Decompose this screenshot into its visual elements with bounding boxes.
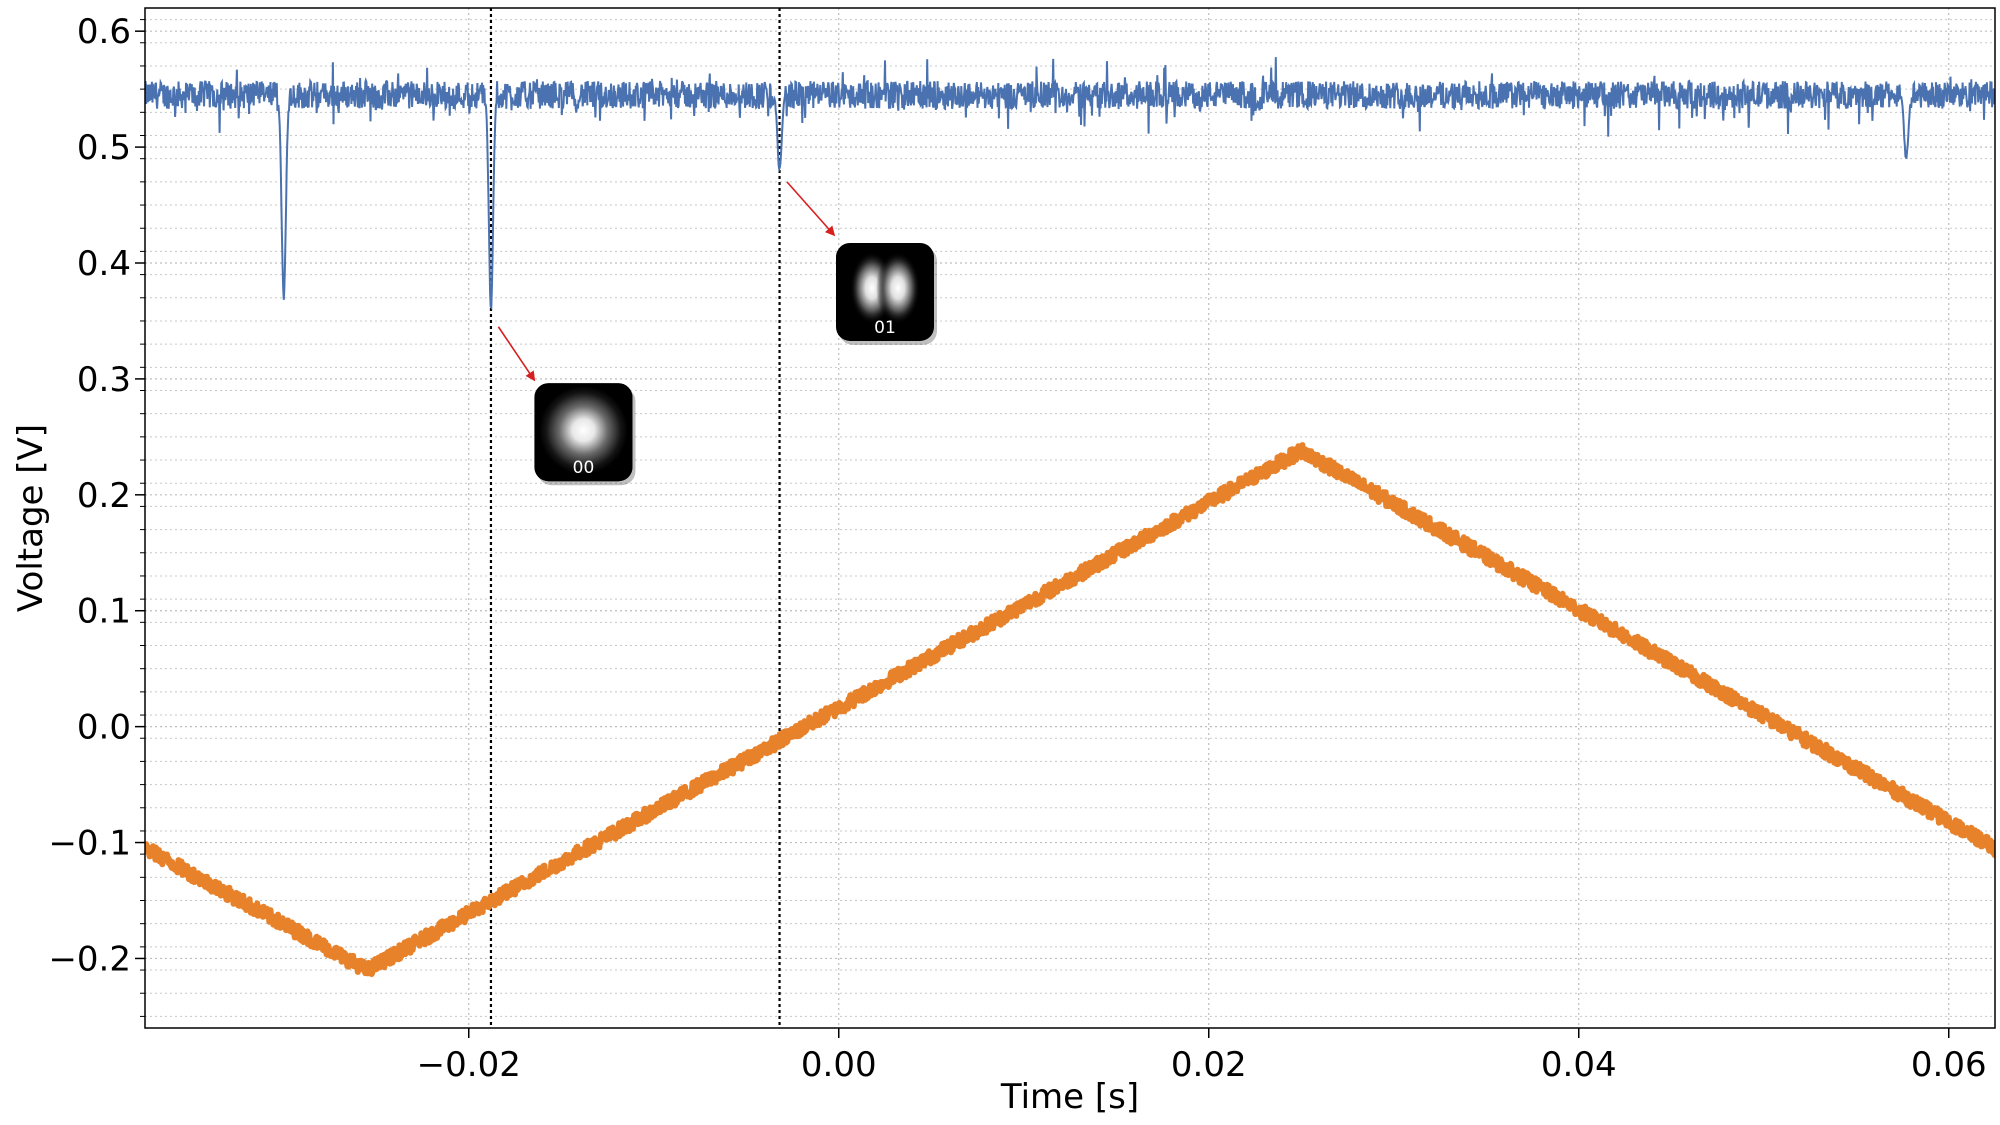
inset-label: 01 (874, 318, 896, 338)
beam-lobe-right (876, 251, 920, 324)
annotation-arrow (786, 181, 836, 237)
annotations: 00 01 (497, 181, 937, 486)
mode-inset-01: 01 (836, 242, 937, 345)
beam-profile-image (534, 383, 633, 482)
y-tick-label: 0.0 (77, 708, 131, 748)
y-tick-label: −0.1 (48, 824, 131, 864)
inset-label: 00 (573, 458, 595, 478)
y-tick-label: 0.2 (77, 476, 131, 516)
annotation-arrow (497, 326, 536, 382)
series-line-ramp (145, 442, 1995, 978)
grid (145, 8, 1995, 1028)
x-tick-label: 0.02 (1171, 1045, 1247, 1085)
mode-inset-00: 00 (534, 383, 636, 486)
x-tick-label: 0.04 (1541, 1045, 1617, 1085)
series-line-transmission (145, 57, 1995, 311)
x-tick-label: −0.02 (417, 1045, 521, 1085)
y-tick-label: 0.4 (77, 244, 131, 284)
event-markers (489, 8, 781, 1028)
y-tick-label: 0.3 (77, 360, 131, 400)
y-tick-label: −0.2 (48, 939, 131, 979)
y-tick-label: 0.1 (77, 592, 131, 632)
plot-frame (144, 7, 1996, 1029)
x-tick-label: 0.00 (801, 1045, 877, 1085)
x-axis-label: Time [s] (1000, 1077, 1139, 1117)
y-axis-label: Voltage [V] (11, 424, 51, 612)
axis-ticks: −0.02 0.00 0.02 0.04 0.06 −0.2 −0.1 0.0 0.1 0.2 0.… (48, 12, 1986, 1085)
y-tick-label: 0.6 (77, 12, 131, 52)
y-tick-label: 0.5 (77, 128, 131, 168)
series (145, 57, 1995, 978)
x-tick-label: 0.06 (1911, 1045, 1987, 1085)
